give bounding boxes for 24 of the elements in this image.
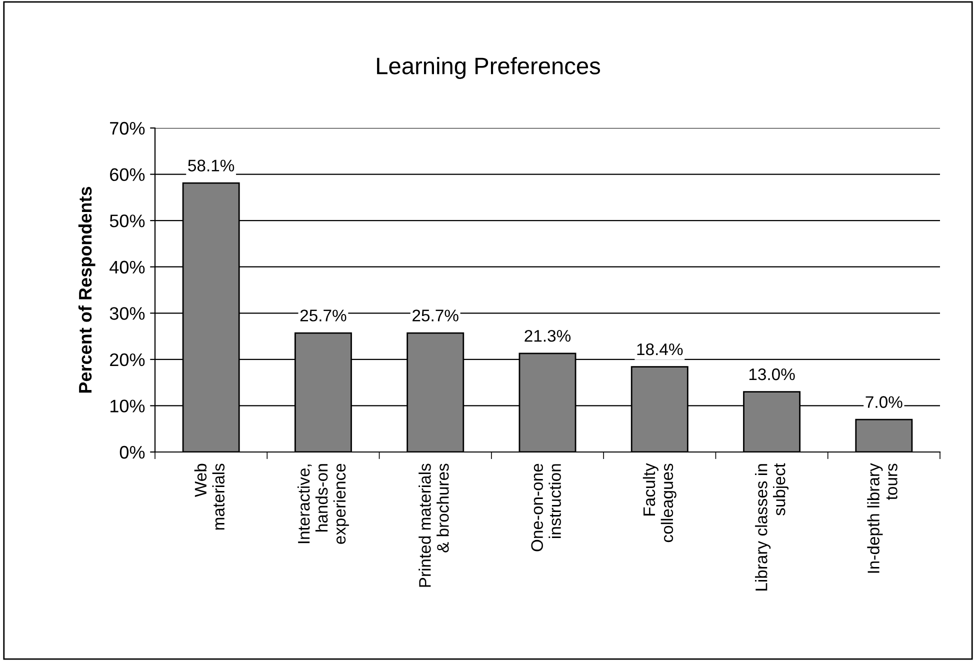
x-tick-label: Interactive, hands-on experience [297, 464, 349, 544]
data-label: 18.4% [637, 343, 683, 356]
chart-title: Learning Preferences [377, 56, 600, 80]
data-label: 58.1% [188, 160, 234, 172]
y-tick-label: 60% [110, 168, 145, 182]
x-tick-label: One-on-one instruction [531, 464, 561, 552]
y-tick-label: 20% [110, 353, 145, 366]
data-label: 25.7% [300, 310, 346, 322]
data-label: 13.0% [749, 368, 795, 380]
y-tick-label: 10% [110, 400, 145, 412]
y-tick-label: 40% [110, 260, 145, 274]
y-tick-label: 50% [110, 214, 145, 228]
y-tick-label: 70% [110, 122, 145, 135]
data-label: 21.3% [524, 330, 571, 342]
x-tick-label: Library classes in subject [755, 463, 789, 590]
x-tick-label: Faculty colleagues [642, 463, 676, 542]
y-axis-title: Percent of Respondents [78, 186, 96, 393]
x-tick-label: In-depth library tours [867, 463, 898, 573]
y-tick-label: 0% [120, 446, 145, 459]
data-label: 7.0% [866, 396, 902, 408]
data-label: 25.7% [412, 310, 458, 322]
y-tick-label: 30% [110, 307, 145, 320]
x-tick-label: Web materials [194, 464, 225, 530]
x-tick-label: Printed materials & brochures [418, 464, 449, 587]
